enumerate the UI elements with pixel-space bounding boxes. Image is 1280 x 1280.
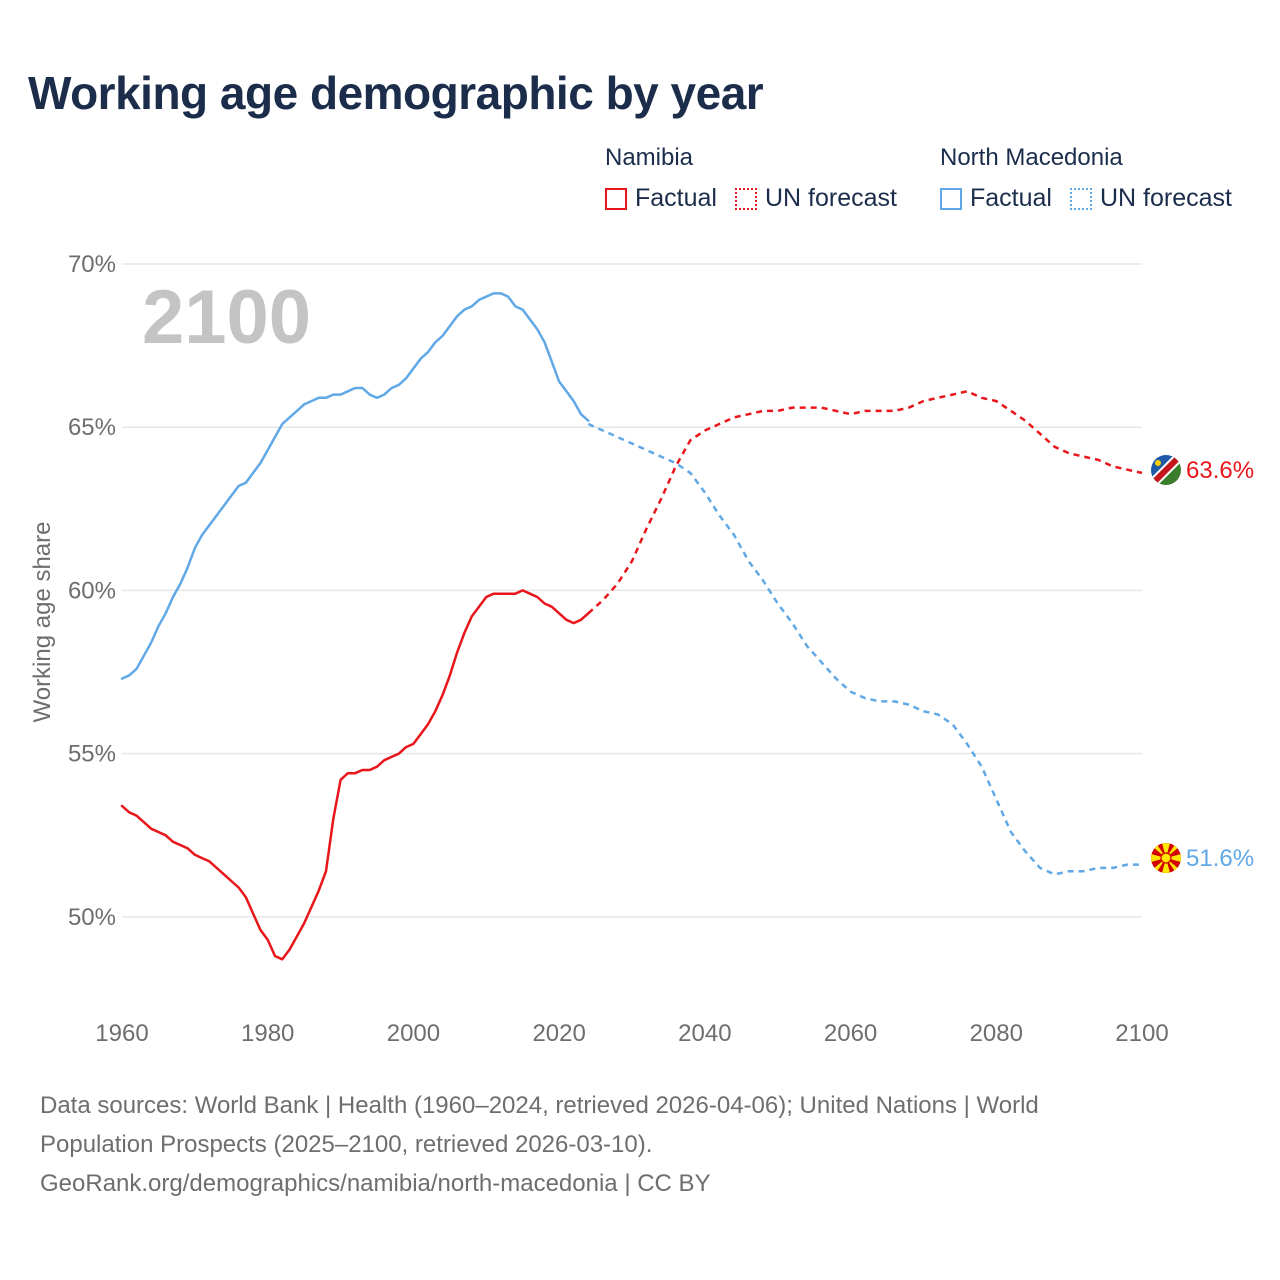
legend-label: Factual — [970, 184, 1052, 212]
legend-namibia: Namibia Factual UN forecast — [605, 144, 915, 213]
x-tick-label: 2060 — [824, 1020, 877, 1047]
line-chart: 2100 50% 55% 60% 65% 70% 1960 1980 2000 2020 204… — [29, 251, 1254, 1047]
x-tick-label: 2000 — [387, 1020, 440, 1047]
namibia-forecast-line — [587, 390, 1143, 615]
legend-namibia-factual[interactable]: Factual — [605, 184, 717, 213]
namibia-factual-line — [120, 589, 590, 961]
namibia-end-label: 63.6% — [1186, 457, 1254, 484]
x-tick-label: 1980 — [241, 1020, 294, 1047]
year-watermark: 2100 — [142, 275, 311, 360]
y-tick-label: 70% — [68, 251, 116, 278]
legend-north-macedonia-factual[interactable]: Factual — [940, 184, 1052, 213]
x-tick-label: 2020 — [532, 1020, 585, 1047]
y-tick-label: 65% — [68, 414, 116, 441]
y-tick-label: 55% — [68, 741, 116, 768]
legend-swatch-solid — [940, 187, 962, 210]
chart-title: Working age demographic by year — [28, 67, 764, 119]
namibia-flag-icon — [1151, 455, 1181, 485]
north-macedonia-factual-line — [120, 292, 590, 680]
y-tick-label: 50% — [68, 904, 116, 931]
north-macedonia-end-label: 51.6% — [1186, 845, 1254, 872]
legend-label: Factual — [635, 184, 717, 212]
legend-country-name: North Macedonia — [940, 144, 1123, 171]
footer: Data sources: World Bank | Health (1960–… — [40, 1086, 1240, 1203]
footer-source-line-1: Data sources: World Bank | Health (1960–… — [40, 1092, 1039, 1119]
x-tick-label: 2100 — [1115, 1020, 1168, 1047]
north-macedonia-flag-icon — [1151, 843, 1181, 873]
x-tick-label: 1960 — [95, 1020, 148, 1047]
legend-swatch-dotted — [734, 187, 757, 210]
x-tick-label: 2080 — [970, 1020, 1023, 1047]
legend-label: UN forecast — [1099, 184, 1232, 212]
legend-namibia-forecast[interactable]: UN forecast — [734, 184, 897, 213]
footer-source-line-2: Population Prospects (2025–2100, retriev… — [40, 1131, 653, 1158]
legend-label: UN forecast — [764, 184, 897, 212]
legend-north-macedonia: North Macedonia Factual UN forecast — [940, 144, 1232, 213]
x-tick-label: 2040 — [678, 1020, 731, 1047]
y-tick-label: 60% — [68, 577, 116, 604]
north-macedonia-forecast-line — [587, 422, 1142, 876]
y-axis-label: Working age share — [29, 522, 56, 723]
legend-country-name: Namibia — [605, 144, 694, 171]
legend-north-macedonia-forecast[interactable]: UN forecast — [1069, 184, 1232, 213]
legend-swatch-dotted — [1069, 187, 1092, 210]
footer-attribution: GeoRank.org/demographics/namibia/north-m… — [40, 1170, 711, 1197]
legend-swatch-solid — [605, 187, 627, 210]
